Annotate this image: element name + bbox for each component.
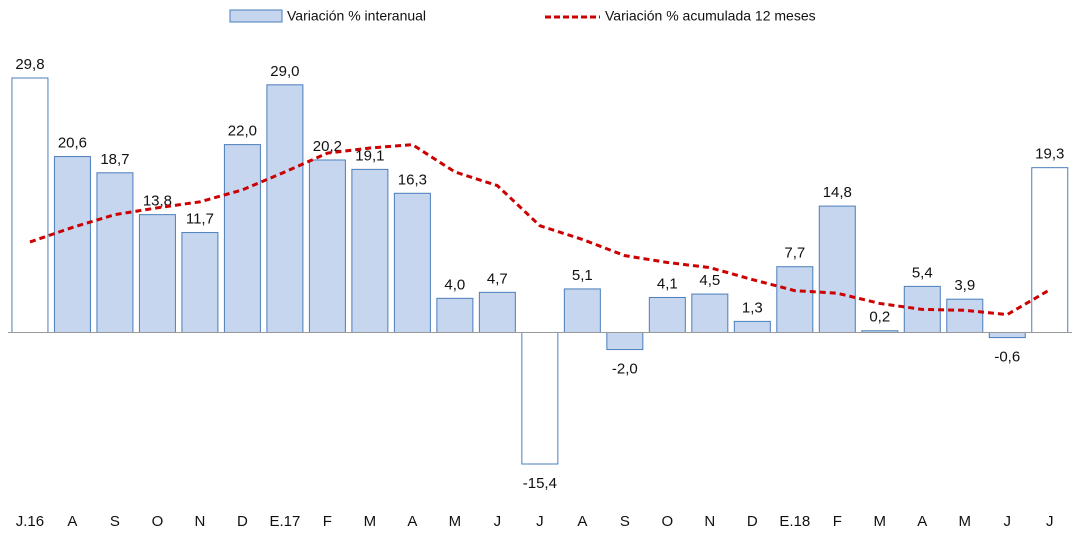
data-label: 3,9 — [954, 277, 975, 294]
data-label: 4,7 — [487, 270, 508, 287]
x-tick-label: J — [1046, 513, 1054, 530]
line-series — [29, 143, 1051, 317]
x-tick-label: F — [323, 513, 332, 530]
data-label: -2,0 — [612, 361, 638, 378]
x-tick-label: M — [874, 513, 887, 530]
bar — [946, 298, 984, 333]
data-label: 20,2 — [313, 138, 342, 155]
bar — [223, 144, 261, 333]
data-label: 14,8 — [823, 184, 852, 201]
bar — [691, 293, 729, 333]
bar — [818, 205, 856, 333]
bar — [733, 320, 771, 333]
x-tick-label: S — [620, 513, 630, 530]
data-label: 19,3 — [1035, 146, 1064, 163]
x-tick-label: F — [833, 513, 842, 530]
x-tick-label: A — [67, 513, 77, 530]
data-label: 11,7 — [186, 211, 214, 228]
x-tick-label: J.16 — [16, 513, 44, 530]
data-label: 0,2 — [869, 309, 890, 326]
data-label: 5,4 — [912, 264, 933, 281]
bar — [478, 291, 516, 333]
x-tick-label: D — [747, 513, 758, 530]
bar — [138, 214, 176, 333]
data-label: 4,5 — [699, 272, 720, 289]
bar — [436, 297, 474, 333]
x-tick-label: D — [237, 513, 248, 530]
data-label: 5,1 — [572, 267, 593, 284]
bar — [393, 192, 431, 333]
bar — [11, 77, 49, 333]
x-tick-label: E.18 — [779, 513, 810, 530]
x-tick-label: O — [661, 513, 673, 530]
data-label: 4,0 — [444, 276, 465, 293]
data-label: 29,0 — [270, 63, 299, 80]
bar — [96, 172, 134, 333]
bar — [988, 331, 1026, 339]
bar — [351, 168, 389, 333]
legend-label: Variación % interanual — [287, 8, 426, 24]
data-label: 22,0 — [228, 123, 257, 140]
x-tick-label: E.17 — [269, 513, 300, 530]
bar — [53, 156, 91, 333]
x-tick-label: M — [449, 513, 462, 530]
x-tick-label: A — [917, 513, 927, 530]
data-label: -15,4 — [523, 475, 557, 492]
legend-swatch — [229, 9, 283, 23]
data-label: 1,3 — [742, 299, 763, 316]
bar — [606, 331, 644, 351]
x-tick-label: N — [194, 513, 205, 530]
x-tick-label: N — [704, 513, 715, 530]
x-tick-label: A — [407, 513, 417, 530]
x-tick-label: M — [364, 513, 377, 530]
bar — [181, 232, 219, 333]
x-tick-label: J — [494, 513, 502, 530]
x-tick-label: J — [1004, 513, 1012, 530]
data-label: 13,8 — [143, 193, 172, 210]
x-tick-label: O — [152, 513, 164, 530]
data-label: 20,6 — [58, 135, 87, 152]
data-label: 18,7 — [100, 151, 129, 168]
bar — [521, 331, 559, 465]
data-label: 7,7 — [784, 245, 805, 262]
data-label: 4,1 — [657, 275, 678, 292]
data-label: -0,6 — [994, 349, 1020, 366]
x-tick-label: J — [536, 513, 544, 530]
x-tick-label: M — [959, 513, 972, 530]
bar — [266, 84, 304, 333]
data-label: 19,1 — [355, 147, 384, 164]
data-label: 29,8 — [15, 56, 44, 73]
bar — [1031, 167, 1069, 333]
bar — [308, 159, 346, 333]
bar — [648, 296, 686, 333]
bar — [776, 266, 814, 333]
legend-label: Variación % acumulada 12 meses — [605, 8, 816, 24]
bar — [563, 288, 601, 333]
data-label: 16,3 — [398, 171, 427, 188]
x-tick-label: S — [110, 513, 120, 530]
x-tick-label: A — [577, 513, 587, 530]
